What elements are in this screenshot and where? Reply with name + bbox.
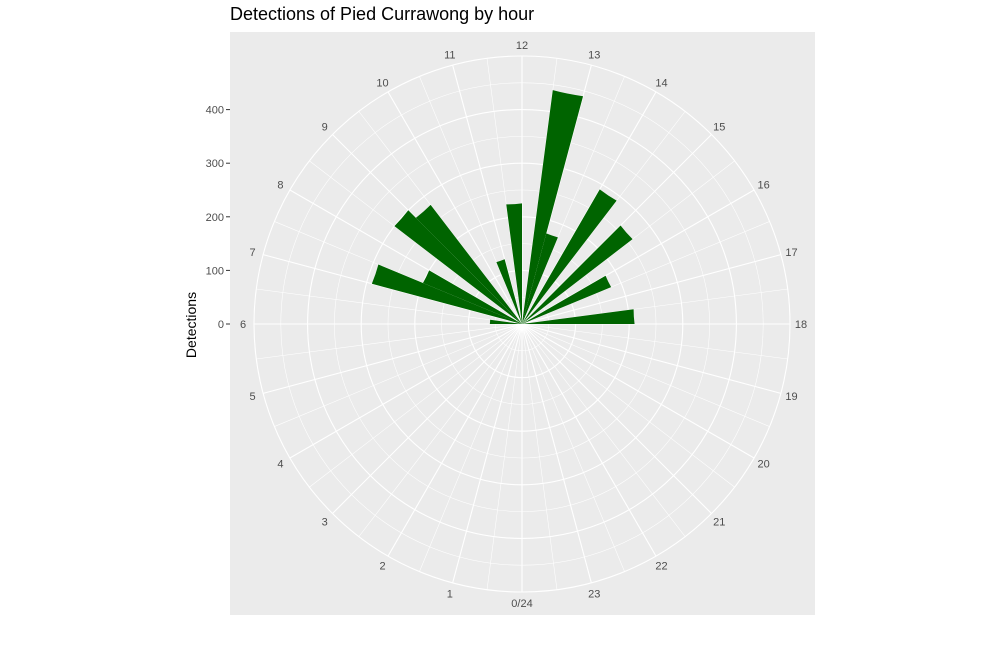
outer-circle <box>253 55 791 593</box>
minor-circular-gridline <box>387 189 657 459</box>
hour-label: 1 <box>447 588 453 600</box>
bar-wedge <box>371 264 522 324</box>
hour-label: 3 <box>322 516 328 528</box>
circular-gridline <box>307 109 737 539</box>
y-tick-label: 300 <box>206 158 224 170</box>
bar-wedge <box>506 203 522 324</box>
hour-label: 4 <box>277 459 283 471</box>
hour-label: 0/24 <box>511 598 532 610</box>
bar-wedge <box>496 259 522 324</box>
hour-label: 20 <box>757 459 769 471</box>
hour-label: 12 <box>516 40 528 52</box>
y-tick-label: 0 <box>218 319 224 331</box>
bar-wedge <box>489 319 522 324</box>
bar-wedge <box>522 225 633 324</box>
hour-label: 16 <box>757 180 769 192</box>
bar-wedge <box>422 270 522 324</box>
hour-label: 19 <box>785 391 797 403</box>
hour-label: 11 <box>444 50 455 62</box>
bar-wedge <box>394 210 522 324</box>
hour-label: 23 <box>588 588 600 600</box>
hour-label: 2 <box>379 561 385 573</box>
hour-label: 15 <box>713 122 725 134</box>
y-axis-label: Detections <box>183 292 199 358</box>
chart-title: Detections of Pied Currawong by hour <box>230 4 534 24</box>
y-tick-label: 400 <box>206 105 224 117</box>
y-axis-ticks: 0 100 200 300 400 <box>206 105 230 331</box>
hour-label: 7 <box>249 247 255 259</box>
minor-circular-gridline <box>334 136 710 512</box>
bar-wedge <box>522 309 635 324</box>
hour-label: 9 <box>322 122 328 134</box>
hour-labels: 0/24123456789101112131415161718192021222… <box>240 40 807 610</box>
minor-circular-gridline <box>280 82 764 566</box>
y-tick-label: 100 <box>206 265 224 277</box>
hour-label: 21 <box>713 516 725 528</box>
hour-label: 10 <box>376 77 388 89</box>
hour-label: 17 <box>785 247 797 259</box>
hour-label: 8 <box>277 180 283 192</box>
hour-label: 18 <box>795 319 807 331</box>
y-tick-label: 200 <box>206 212 224 224</box>
bar-wedge <box>522 275 612 324</box>
hour-label: 22 <box>655 561 667 573</box>
bar-wedge <box>522 90 584 324</box>
polar-grid <box>253 55 791 593</box>
bar-wedge <box>415 204 522 324</box>
circular-gridline <box>360 162 684 486</box>
hour-label: 14 <box>655 77 667 89</box>
hour-label: 6 <box>240 319 246 331</box>
bar-wedge <box>522 233 558 324</box>
hour-label: 13 <box>588 50 600 62</box>
hour-label: 5 <box>249 391 255 403</box>
bar-wedge <box>522 189 617 324</box>
bars <box>371 90 635 324</box>
